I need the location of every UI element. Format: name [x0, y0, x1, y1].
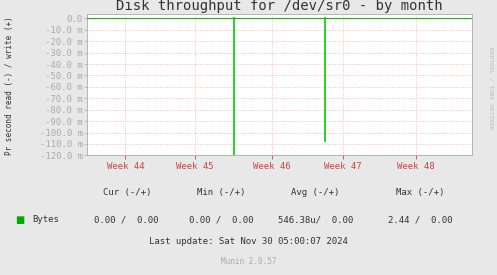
Text: Pr second read (-) / write (+): Pr second read (-) / write (+) — [5, 16, 14, 155]
Text: Bytes: Bytes — [32, 216, 59, 224]
Text: Munin 2.0.57: Munin 2.0.57 — [221, 257, 276, 266]
Text: RRDTOOL / TOBI OETIKER: RRDTOOL / TOBI OETIKER — [489, 47, 494, 129]
Text: ■: ■ — [15, 215, 24, 225]
Text: 546.38u/  0.00: 546.38u/ 0.00 — [278, 216, 353, 224]
Text: 0.00 /  0.00: 0.00 / 0.00 — [189, 216, 253, 224]
Text: Min (-/+): Min (-/+) — [197, 188, 246, 197]
Text: 0.00 /  0.00: 0.00 / 0.00 — [94, 216, 159, 224]
Title: Disk throughput for /dev/sr0 - by month: Disk throughput for /dev/sr0 - by month — [116, 0, 443, 13]
Text: 2.44 /  0.00: 2.44 / 0.00 — [388, 216, 452, 224]
Text: Max (-/+): Max (-/+) — [396, 188, 444, 197]
Text: Cur (-/+): Cur (-/+) — [102, 188, 151, 197]
Text: Last update: Sat Nov 30 05:00:07 2024: Last update: Sat Nov 30 05:00:07 2024 — [149, 238, 348, 246]
Text: Avg (-/+): Avg (-/+) — [291, 188, 340, 197]
